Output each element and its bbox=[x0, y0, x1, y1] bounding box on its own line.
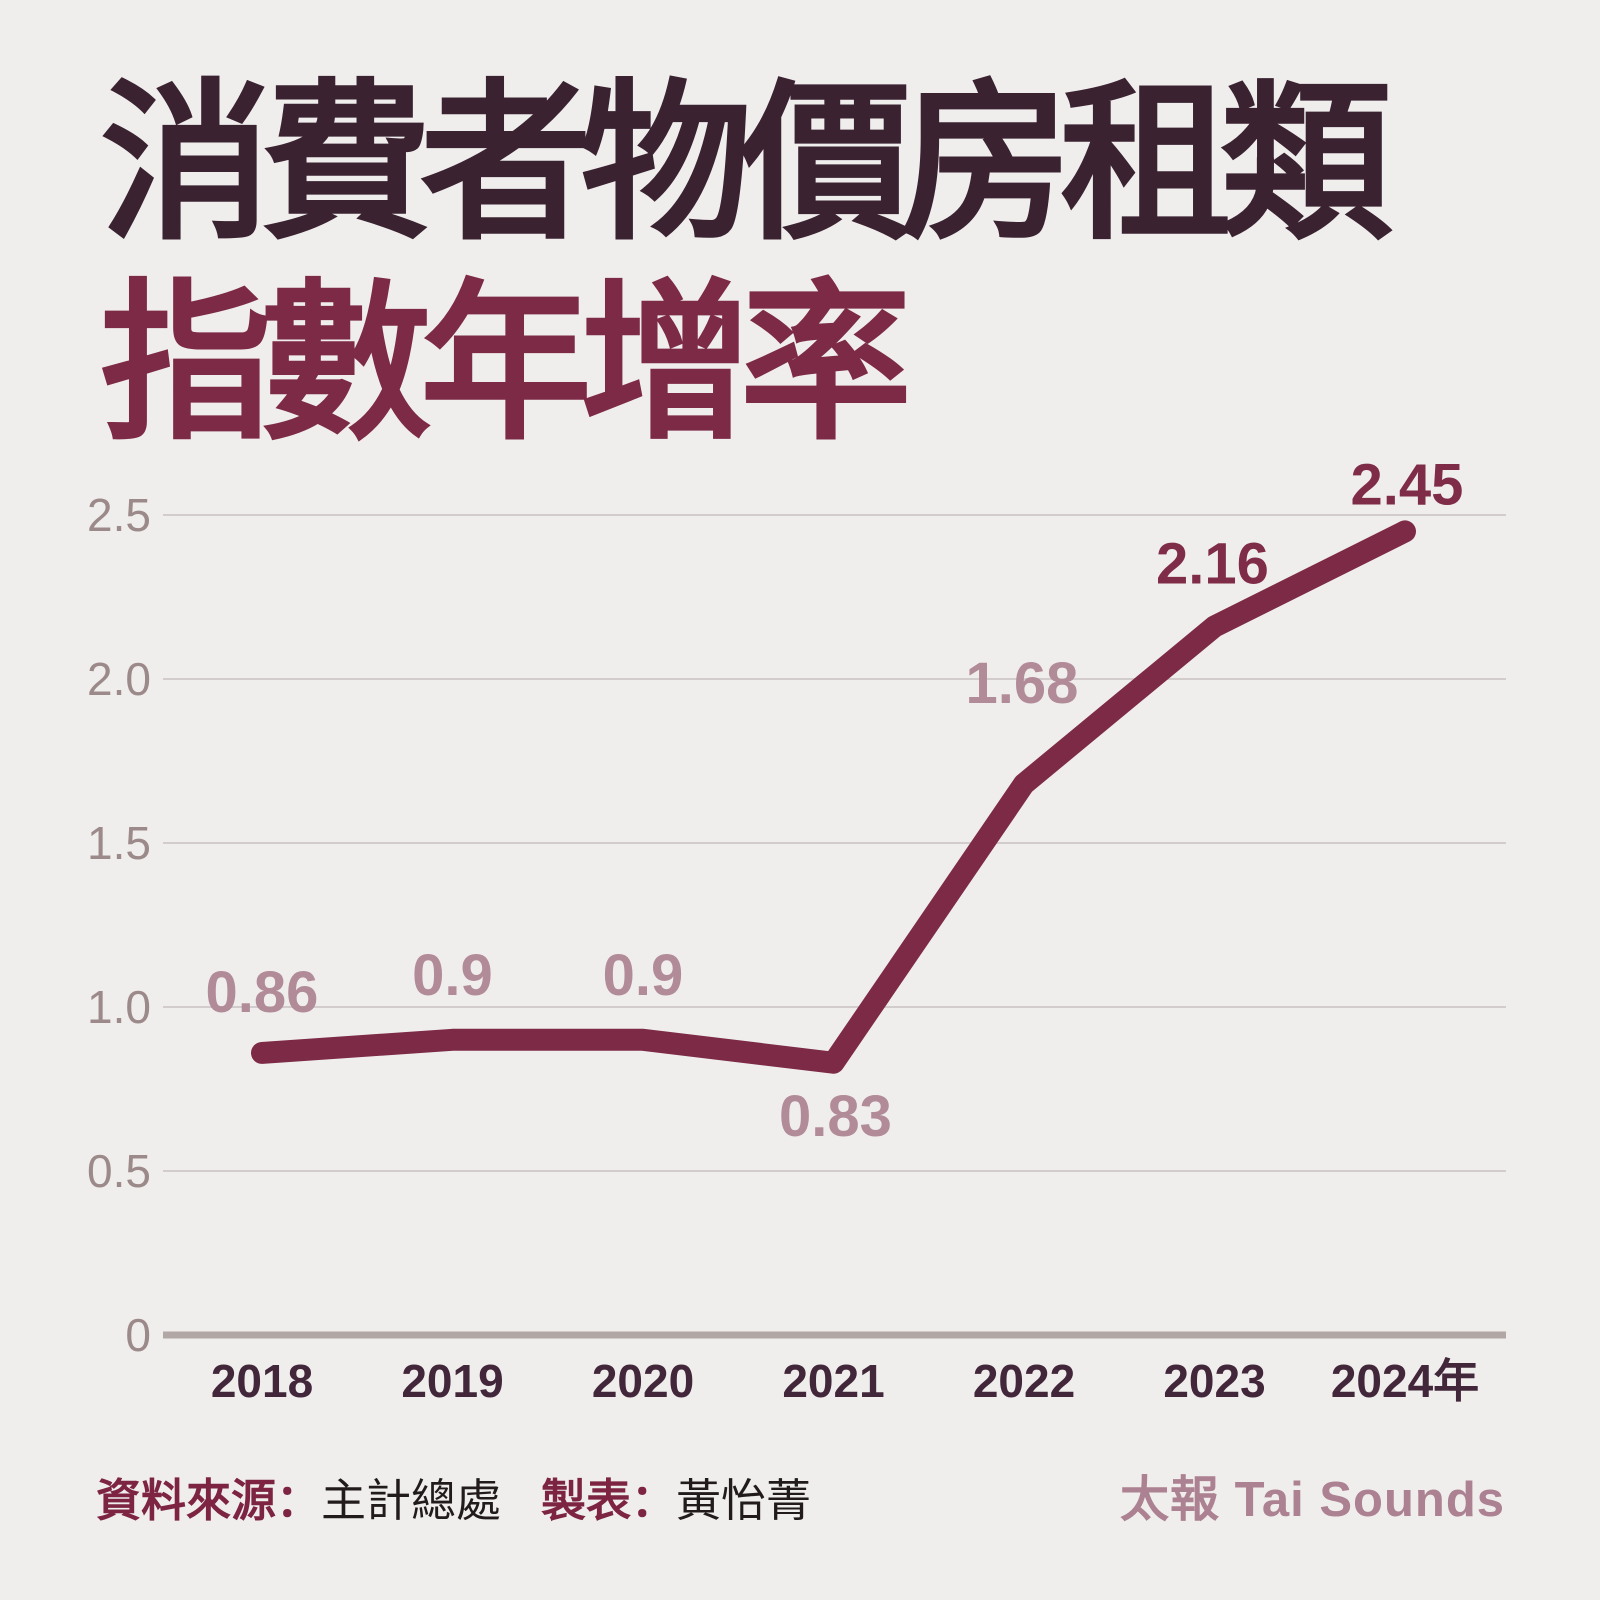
source-value: 主計總處 bbox=[321, 1475, 502, 1526]
x-tick-label: 2019 bbox=[401, 1355, 503, 1407]
value-label: 0.9 bbox=[603, 943, 684, 1008]
chart-title: 消費者物價房租類 指數年增率 bbox=[100, 64, 1392, 465]
maker-label: 製表： bbox=[541, 1475, 677, 1526]
value-label: 0.86 bbox=[206, 960, 319, 1025]
y-tick-label: 1.0 bbox=[87, 981, 151, 1033]
chart-title-line1: 消費者物價房租類 bbox=[100, 68, 1392, 260]
y-tick-label: 2.5 bbox=[87, 489, 151, 541]
x-tick-label: 2024年 bbox=[1331, 1355, 1479, 1407]
value-label: 2.45 bbox=[1351, 452, 1464, 517]
x-tick-label: 2020 bbox=[592, 1355, 694, 1407]
trend-line bbox=[251, 520, 1416, 1074]
y-tick-label: 0 bbox=[125, 1309, 151, 1361]
y-tick-label: 2.0 bbox=[87, 653, 151, 705]
y-tick-label: 0.5 bbox=[87, 1145, 151, 1197]
x-tick-label: 2023 bbox=[1163, 1355, 1265, 1407]
x-tick-label: 2022 bbox=[973, 1355, 1075, 1407]
source-label: 資料來源： bbox=[96, 1475, 322, 1526]
x-tick-label: 2021 bbox=[782, 1355, 884, 1407]
footer: 資料來源：主計總處 製表：黃怡菁 太報 Tai Sounds bbox=[96, 1460, 1505, 1531]
x-tick-label: 2018 bbox=[211, 1355, 313, 1407]
value-label: 0.83 bbox=[779, 1084, 892, 1149]
value-label: 0.9 bbox=[412, 943, 493, 1008]
brand-logo: 太報 Tai Sounds bbox=[1119, 1473, 1505, 1527]
chart-title-line2: 指數年增率 bbox=[100, 268, 912, 461]
y-tick-label: 1.5 bbox=[87, 817, 151, 869]
value-label: 2.16 bbox=[1156, 532, 1269, 597]
source-credit-line: 資料來源：主計總處 製表：黃怡菁 bbox=[96, 1464, 811, 1529]
maker-value: 黃怡菁 bbox=[676, 1475, 812, 1526]
value-label: 1.68 bbox=[966, 651, 1079, 716]
